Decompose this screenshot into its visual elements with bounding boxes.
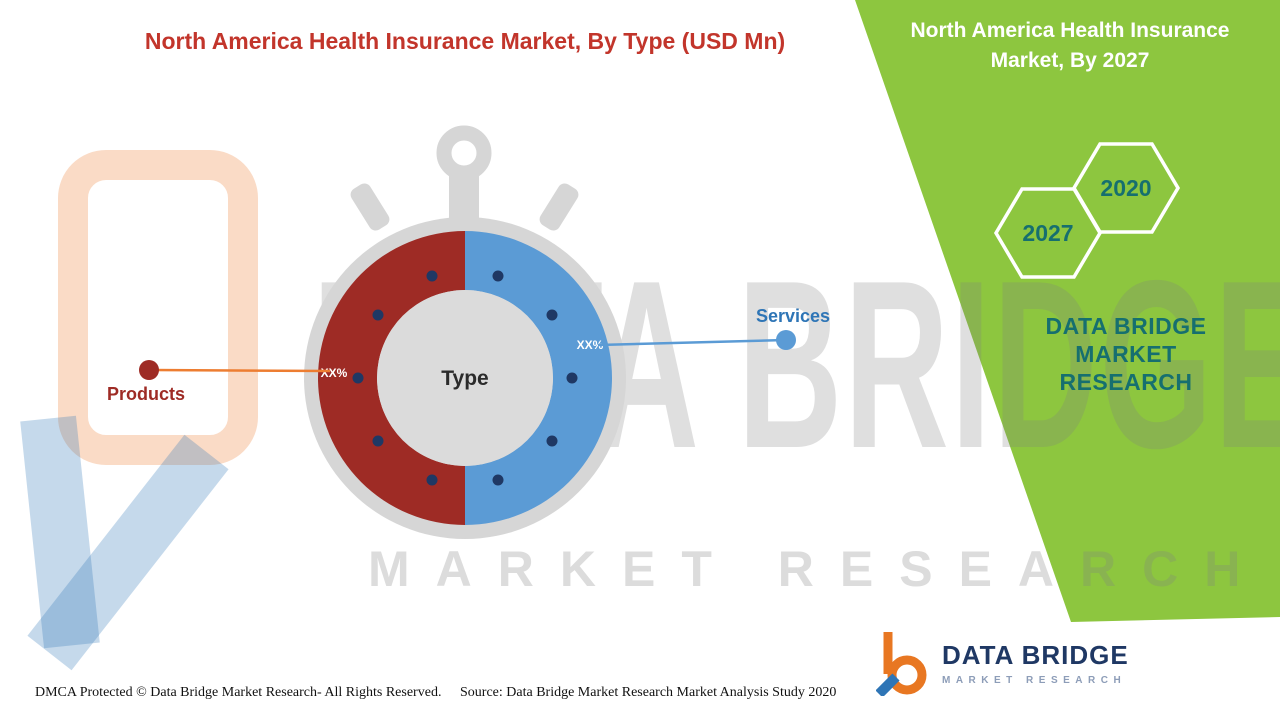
brand-name-line2: RESEARCH [1059, 369, 1193, 395]
logo-subtitle: MARKET RESEARCH [942, 675, 1127, 686]
tick-dot [352, 372, 364, 384]
products-label: Products [107, 384, 185, 404]
footer-source-note: Source: Data Bridge Market Research Mark… [460, 685, 837, 700]
tick-dot [492, 270, 504, 282]
stopwatch-left-button [350, 183, 390, 231]
side-panel-title: North America Health Insurance Market, B… [880, 16, 1260, 76]
dbmr-logo-text: DATA BRIDGE MARKET RESEARCH [942, 640, 1129, 686]
services-leader-line [597, 338, 787, 347]
hexagon-2020-label: 2020 [1100, 175, 1151, 201]
hexagon-2027-label: 2027 [1022, 220, 1073, 246]
tick-dot [426, 270, 438, 282]
services-value-label: XX% [577, 338, 604, 352]
footer-dmca-notice: DMCA Protected © Data Bridge Market Rese… [35, 685, 442, 700]
services-dot [776, 330, 796, 350]
side-panel-title-line1: North America Health Insurance [910, 19, 1230, 42]
side-panel-title-line2: Market, By 2027 [990, 49, 1150, 72]
chart-title: North America Health Insurance Market, B… [144, 28, 786, 54]
services-label: Services [756, 306, 830, 326]
tick-dot [372, 309, 384, 321]
stopwatch-right-button [539, 183, 579, 231]
tick-dot [546, 435, 558, 447]
logo-title: DATA BRIDGE [942, 640, 1129, 670]
tick-dot [372, 435, 384, 447]
tick-dot [492, 474, 504, 486]
tick-dot [566, 372, 578, 384]
products-value-label: XX% [321, 366, 348, 380]
products-dot [139, 360, 159, 380]
pie-segment-products [318, 231, 465, 525]
hexagon-2020 [1071, 142, 1181, 234]
tick-dot [426, 474, 438, 486]
pie-segment-services [465, 231, 612, 525]
products-leader-line [151, 368, 331, 373]
brand-name-line1: DATA BRIDGE MARKET [1045, 313, 1207, 367]
stopwatch-crown-icon [436, 125, 492, 181]
chart-center-circle [377, 290, 553, 466]
brand-name: DATA BRIDGE MARKET RESEARCH [996, 312, 1256, 396]
dbmr-logo: DATA BRIDGE MARKET RESEARCH [876, 630, 1129, 696]
dbmr-logo-mark [876, 632, 927, 696]
tick-dots [352, 270, 578, 486]
chart-center-label: Type [441, 367, 488, 390]
tick-dot [546, 309, 558, 321]
